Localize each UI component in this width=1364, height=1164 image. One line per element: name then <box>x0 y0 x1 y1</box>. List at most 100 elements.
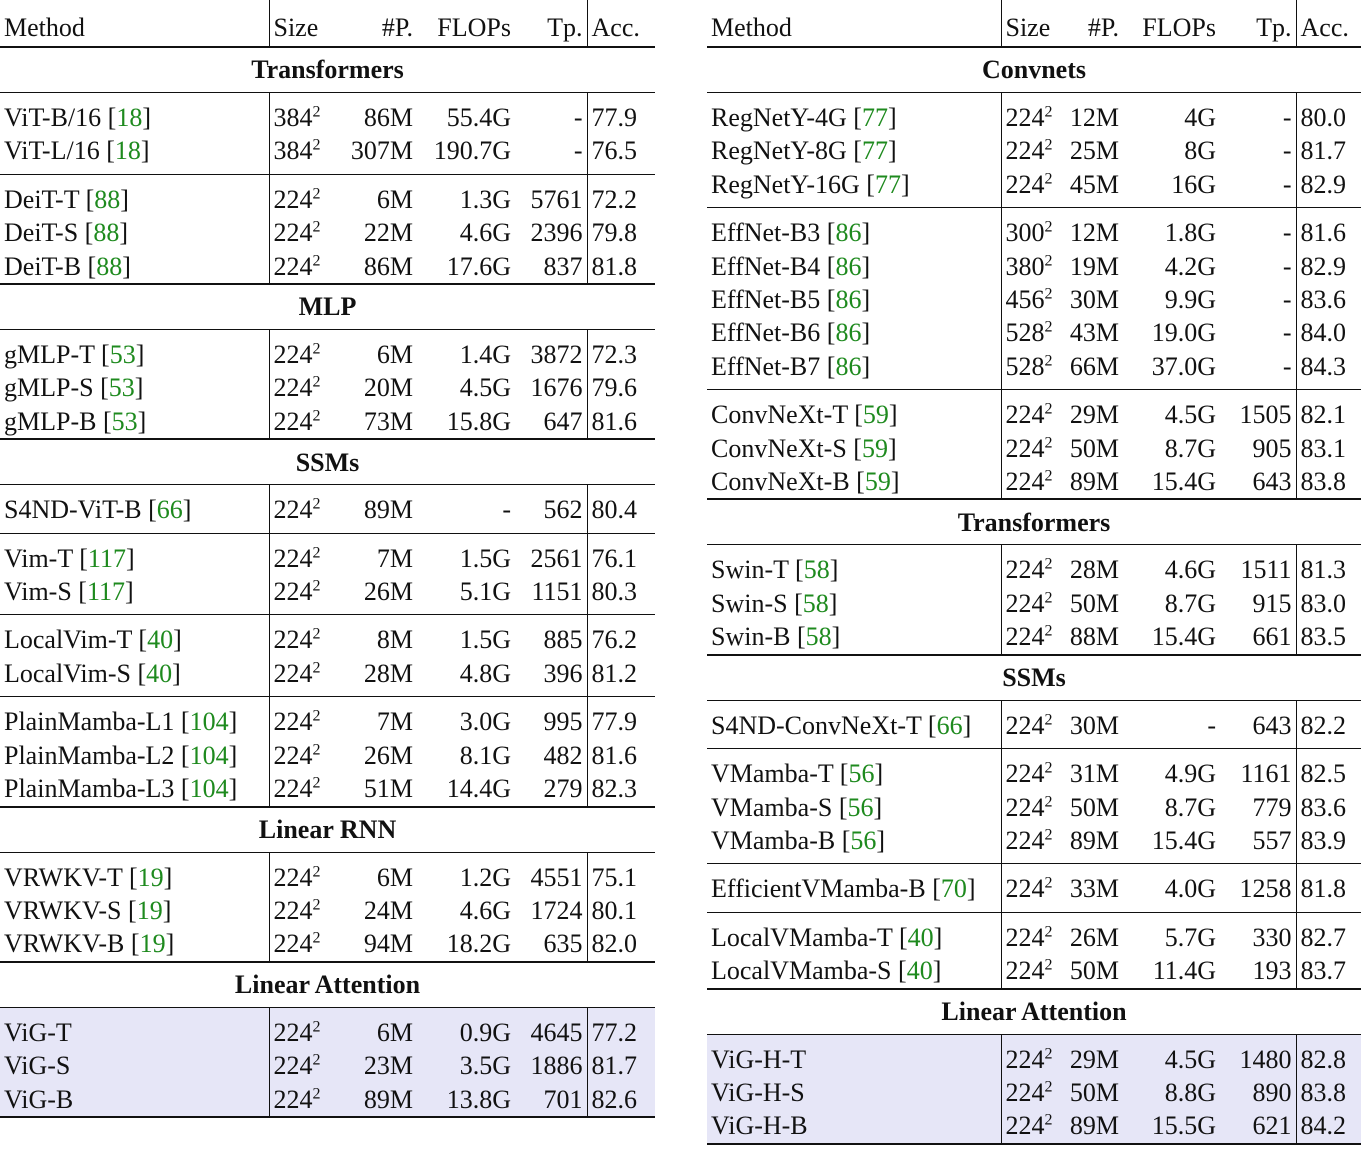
citation-link[interactable]: 66 <box>156 495 183 525</box>
table-row: gMLP-B [53] 2242 73M 15.8G 647 81.6 <box>0 404 655 440</box>
citation-link[interactable]: 88 <box>93 218 120 248</box>
size-cell: 2242 <box>268 329 333 372</box>
citation-link[interactable]: 19 <box>139 929 166 959</box>
citation-link[interactable]: 56 <box>848 759 875 789</box>
citation-link[interactable]: 59 <box>864 467 891 497</box>
table-row: RegNetY-4G [77] 2242 12M 4G - 80.0 <box>707 92 1361 135</box>
accuracy-cell: 76.5 <box>586 134 655 175</box>
accuracy-cell: 81.7 <box>586 1049 655 1083</box>
col-header-accuracy: Acc. <box>1295 0 1361 48</box>
citation-link[interactable]: 18 <box>114 136 141 166</box>
citation-link[interactable]: 53 <box>108 373 135 403</box>
accuracy-cell: 79.6 <box>586 371 655 405</box>
throughput-cell: 2561 <box>515 532 587 576</box>
citation-link[interactable]: 77 <box>861 136 888 166</box>
citation-link[interactable]: 117 <box>87 543 126 573</box>
citation-link[interactable]: 18 <box>116 103 143 132</box>
table-row: PlainMamba-L2 [104] 2242 26M 8.1G 482 81… <box>0 738 655 773</box>
header-row: Method Size #P. FLOPs Tp. Acc. <box>707 0 1361 48</box>
citation-link[interactable]: 86 <box>835 251 862 281</box>
citation-link[interactable]: 53 <box>111 406 138 436</box>
method-cell: gMLP-S [53] <box>4 373 144 403</box>
group-label: SSMs <box>0 438 655 486</box>
table-row: ConvNeXt-S [59] 2242 50M 8.7G 905 83.1 <box>707 431 1361 466</box>
throughput-cell: 661 <box>1252 622 1292 652</box>
params-cell: 45M <box>1069 169 1119 199</box>
params-cell: 6M <box>376 862 413 892</box>
throughput-cell: 193 <box>1252 956 1292 986</box>
citation-link[interactable]: 40 <box>147 625 174 655</box>
table-row: VRWKV-B [19] 2242 94M 18.2G 635 82.0 <box>0 927 655 962</box>
flops-cell: - <box>502 495 511 525</box>
citation-link[interactable]: 86 <box>835 285 862 315</box>
size-cell: 3002 <box>1000 207 1065 250</box>
citation-link[interactable]: 104 <box>189 774 229 804</box>
citation-link[interactable]: 19 <box>137 862 164 892</box>
params-cell: 19M <box>1069 251 1119 281</box>
table-row: Swin-B [58] 2242 88M 15.4G 661 83.5 <box>707 620 1361 655</box>
throughput-cell: 905 <box>1252 433 1292 463</box>
method-cell: LocalVim-S [40] <box>4 658 181 688</box>
method-cell: DeiT-T [88] <box>0 173 269 217</box>
flops-cell: 55.4G <box>446 103 511 132</box>
citation-link[interactable]: 88 <box>96 251 123 281</box>
citation-link[interactable]: 53 <box>109 340 136 370</box>
citation-link[interactable]: 56 <box>850 825 877 855</box>
throughput-cell: - <box>1282 251 1292 281</box>
citation-link[interactable]: 59 <box>861 433 888 463</box>
size-cell: 2242 <box>1000 1034 1065 1076</box>
throughput-cell: 1886 <box>515 1049 587 1083</box>
method-cell: EffNet-B4 [86] <box>711 251 871 281</box>
params-cell: 28M <box>1069 555 1119 585</box>
size-cell: 2242 <box>1000 389 1065 432</box>
citation-link[interactable]: 86 <box>835 351 862 381</box>
accuracy-cell: 77.9 <box>586 92 655 135</box>
flops-cell: 15.8G <box>446 406 511 436</box>
params-cell: 66M <box>1069 351 1119 381</box>
citation-link[interactable]: 77 <box>874 169 901 199</box>
throughput-cell: - <box>1282 318 1292 348</box>
accuracy-cell: 83.1 <box>1295 431 1361 466</box>
citation-link[interactable]: 19 <box>136 895 163 925</box>
method-cell: ConvNeXt-T [59] <box>707 389 1001 432</box>
citation-link[interactable]: 104 <box>189 707 229 737</box>
citation-link[interactable]: 77 <box>861 103 888 132</box>
table-row: PlainMamba-L1 [104] 2242 7M 3.0G 995 77.… <box>0 696 655 739</box>
citation-link[interactable]: 58 <box>802 588 829 618</box>
accuracy-cell: 83.8 <box>1295 1075 1361 1110</box>
method-cell: RegNetY-4G [77] <box>711 103 897 132</box>
params-cell: 73M <box>363 406 413 436</box>
citation-link[interactable]: 117 <box>86 577 125 607</box>
citation-link[interactable]: 88 <box>94 184 121 214</box>
citation-link[interactable]: 56 <box>847 792 874 822</box>
citation-link[interactable]: 58 <box>805 622 832 652</box>
citation-link[interactable]: 40 <box>906 956 933 986</box>
size-cell: 2242 <box>268 927 333 962</box>
throughput-cell: 1480 <box>1220 1034 1296 1076</box>
group-header-row: Linear Attention <box>707 987 1361 1035</box>
table-row: ViT-L/16 [18] 3842 307M 190.7G - 76.5 <box>0 134 655 175</box>
method-cell: EffNet-B3 [86] <box>707 207 1001 250</box>
flops-cell: 11.4G <box>1152 956 1216 986</box>
size-cell: 2242 <box>1000 92 1065 135</box>
group-label: MLP <box>0 283 655 331</box>
citation-link[interactable]: 70 <box>940 874 967 904</box>
citation-link[interactable]: 104 <box>189 740 229 770</box>
throughput-cell: 5761 <box>515 173 587 217</box>
size-cell: 2242 <box>1000 620 1065 655</box>
flops-cell: 1.5G <box>417 532 515 576</box>
citation-link[interactable]: 86 <box>835 218 862 248</box>
method-cell: ViG-B <box>0 1082 269 1118</box>
flops-cell: 16G <box>1171 169 1216 199</box>
method-cell: VRWKV-S [19] <box>4 895 172 925</box>
accuracy-cell: 84.2 <box>1295 1109 1361 1145</box>
citation-link[interactable]: 40 <box>907 922 934 952</box>
citation-link[interactable]: 40 <box>146 658 173 688</box>
citation-link[interactable]: 86 <box>835 318 862 348</box>
throughput-cell: 1505 <box>1220 389 1296 432</box>
citation-link[interactable]: 66 <box>936 710 963 740</box>
method-cell: VMamba-B [56] <box>711 825 886 855</box>
citation-link[interactable]: 58 <box>803 555 830 585</box>
citation-link[interactable]: 59 <box>862 400 889 430</box>
params-cell: 7M <box>333 532 417 576</box>
